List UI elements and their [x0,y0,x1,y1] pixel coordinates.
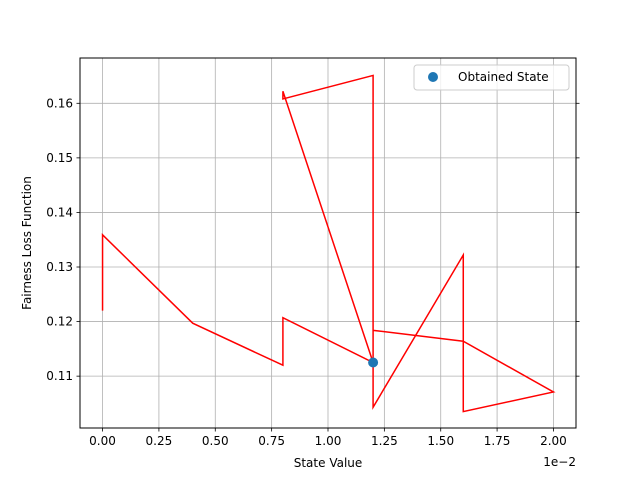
x-tick-label: 0.25 [146,434,173,448]
x-offset-text: 1e−2 [543,455,576,469]
x-tick-label: 0.50 [202,434,229,448]
legend-box [413,64,570,91]
line-series-layer [101,74,556,413]
scatter-series-layer [368,357,379,368]
legend-marker [428,72,438,82]
x-tick-label: 0.00 [89,434,116,448]
y-axis-label: Fairness Loss Function [20,176,34,310]
legend-label: Obtained State [458,70,549,84]
legend: Obtained State [413,64,570,91]
x-tick-label: 1.50 [427,434,454,448]
grid [80,58,576,428]
y-tick-label: 0.14 [46,205,73,219]
axis-ticks: 0.00 0.25 0.50 0.75 1.00 1.25 1.50 1.75 2.00 0.11… [46,96,580,448]
x-axis-label: State Value [294,456,363,470]
y-tick-label: 0.12 [46,315,73,329]
x-tick-label: 0.75 [258,434,285,448]
x-tick-label: 2.00 [540,434,567,448]
x-tick-label: 1.00 [315,434,342,448]
y-tick-label: 0.13 [46,260,73,274]
x-tick-label: 1.75 [484,434,511,448]
y-tick-label: 0.15 [46,151,73,165]
x-tick-label: 1.25 [371,434,398,448]
series-line-0 [101,74,556,413]
y-tick-label: 0.16 [46,96,73,110]
scatter-point [368,357,379,368]
y-tick-label: 0.11 [46,369,73,383]
